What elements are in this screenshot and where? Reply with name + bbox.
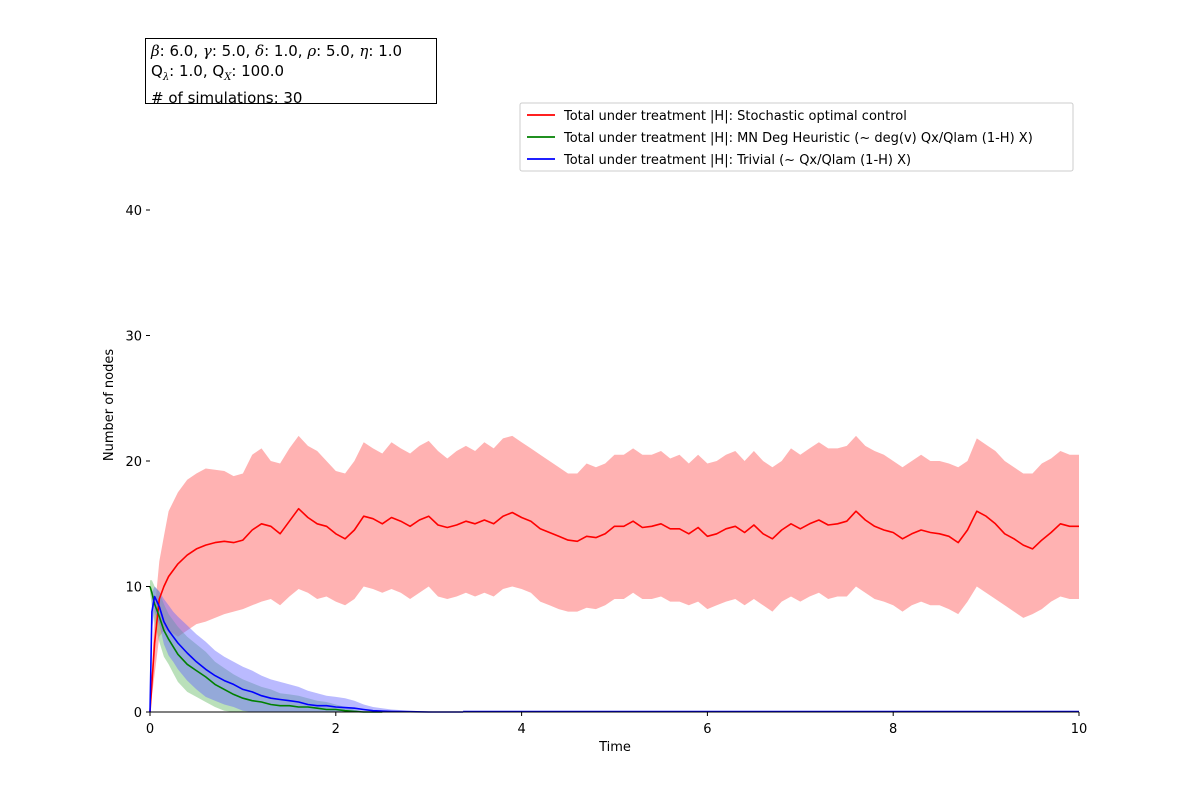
x-tick-label: 8 <box>889 722 897 737</box>
q-x-prefix: Q <box>212 62 225 80</box>
x-tick-label: 4 <box>517 722 525 737</box>
beta-value: : 6.0, <box>159 42 203 60</box>
series-band-1 <box>150 435 1079 712</box>
q-x-subscript: X <box>224 72 232 83</box>
q-lambda-subscript: λ <box>162 72 170 83</box>
legend-label-1: Total under treatment |H|: Stochastic op… <box>563 109 907 124</box>
y-axis-label: Number of nodes <box>102 349 117 461</box>
beta-symbol: β <box>151 42 160 60</box>
legend: Total under treatment |H|: Stochastic op… <box>519 102 1074 172</box>
y-tick-label: 20 <box>125 455 142 470</box>
parameter-line-costs: Qλ: 1.0, QX: 100.0 <box>151 61 436 88</box>
q-x-value: : 100.0 <box>231 62 285 80</box>
y-tick-label: 0 <box>134 706 142 721</box>
gamma-value: : 5.0, <box>211 42 256 60</box>
delta-value: : 1.0, <box>264 42 308 60</box>
q-lambda-value: : 1.0, <box>169 62 213 80</box>
x-tick-label: 10 <box>1071 722 1088 737</box>
x-tick-label: 0 <box>146 722 154 737</box>
parameter-box: β: 6.0, γ: 5.0, δ: 1.0, ρ: 5.0, η: 1.0 Q… <box>145 38 437 107</box>
x-tick-label: 6 <box>703 722 711 737</box>
gamma-symbol: γ <box>202 42 212 60</box>
series-band-3 <box>150 586 464 712</box>
legend-label-3: Total under treatment |H|: Trivial (~ Qx… <box>563 153 911 168</box>
rho-symbol: ρ <box>307 42 317 60</box>
eta-value: : 1.0 <box>368 42 403 60</box>
x-axis-label: Time <box>598 740 631 755</box>
x-ticks: 0 2 4 6 8 10 <box>146 712 1087 737</box>
y-tick-label: 30 <box>125 330 142 345</box>
confidence-bands <box>150 435 1079 712</box>
delta-symbol: δ <box>255 42 265 60</box>
y-tick-label: 10 <box>125 581 142 596</box>
parameter-line-rates: β: 6.0, γ: 5.0, δ: 1.0, ρ: 5.0, η: 1.0 <box>151 41 436 61</box>
rho-value: : 5.0, <box>316 42 360 60</box>
axes: 0 2 4 6 8 10 0 10 20 30 40 <box>125 204 1087 737</box>
legend-label-2: Total under treatment |H|: MN Deg Heuris… <box>563 131 1033 146</box>
y-tick-label: 40 <box>125 204 142 219</box>
series-line-3 <box>149 595 464 713</box>
legend-entries: Total under treatment |H|: Stochastic op… <box>527 109 1033 168</box>
x-tick-label: 2 <box>332 722 340 737</box>
series-line-2 <box>149 586 383 713</box>
legend-frame <box>519 102 1074 172</box>
simulations-count: # of simulations: 30 <box>151 89 303 107</box>
eta-symbol: η <box>359 42 369 60</box>
y-ticks: 0 10 20 30 40 <box>125 204 150 721</box>
series-line-1 <box>149 507 1079 713</box>
q-lambda-prefix: Q <box>151 62 163 80</box>
